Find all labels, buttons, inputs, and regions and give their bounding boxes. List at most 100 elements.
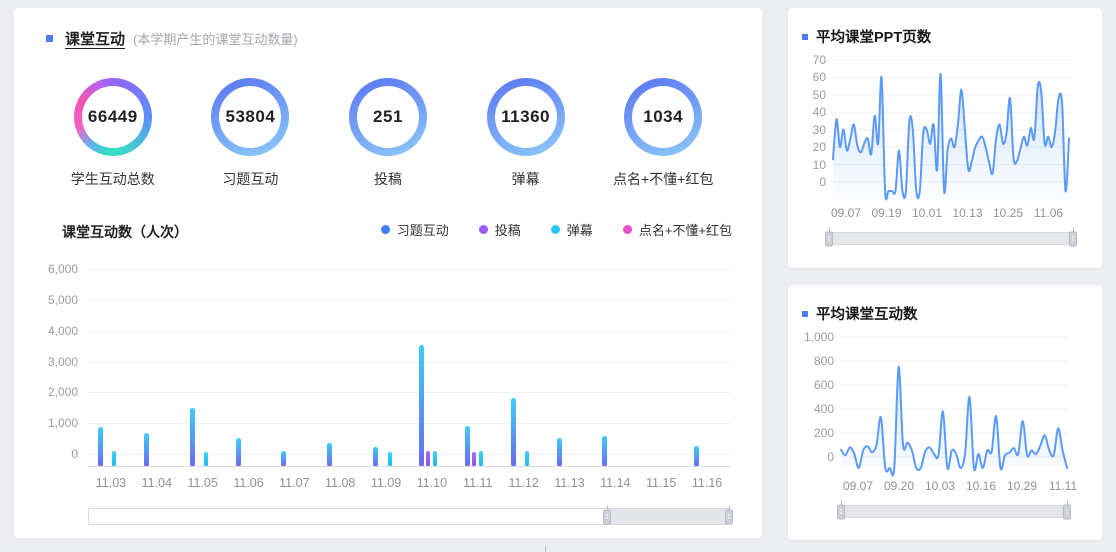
bar-segment (211, 452, 215, 466)
bar-segment (426, 451, 431, 466)
bar-segment (532, 452, 536, 466)
zoom-selected-range[interactable] (829, 233, 1073, 244)
panel-title[interactable]: 课堂互动 (65, 31, 126, 48)
bar-segment (97, 426, 103, 466)
bar-segment (602, 435, 608, 466)
x-axis-label: 11.14 (600, 476, 631, 490)
legend-marker-icon (622, 225, 632, 234)
bar-segment (119, 452, 123, 466)
bar-segment (556, 438, 562, 466)
x-axis-label: 09.20 (883, 479, 915, 493)
y-axis-label: 30 (812, 122, 826, 137)
bar-chart-plot: 0 1,000 2,000 3,000 4,000 5,000 6,000 11.03 11.0… (48, 262, 730, 490)
gridline (88, 423, 730, 425)
ppt-chart-zoom-slider[interactable] (825, 227, 1077, 246)
x-axis-label: 09.19 (871, 206, 902, 220)
y-axis-label: 600 (813, 378, 834, 392)
stat-ring-danmu: 11360 弹幕 (458, 78, 594, 189)
zoom-selected-range[interactable] (841, 506, 1067, 517)
panel-header: 平均课堂互动数 (802, 303, 918, 324)
bar-segment (165, 452, 169, 466)
legend-item[interactable]: 点名+不懂+红包 (622, 220, 732, 239)
bullet-icon (802, 33, 808, 40)
legend-item[interactable]: 弹幕 (550, 220, 593, 239)
x-axis-label: 10.29 (1006, 479, 1038, 493)
stat-label: 弹幕 (511, 171, 540, 187)
bar-segment (694, 445, 700, 466)
zoom-handle-left[interactable] (603, 505, 612, 524)
interactions-chart-zoom-slider[interactable] (837, 500, 1071, 519)
y-axis-label: 6,000 (47, 262, 78, 276)
bar-segment (486, 452, 490, 466)
x-axis-label: 09.07 (830, 206, 862, 220)
x-axis-label: 11.08 (325, 476, 356, 490)
y-axis-label: 1,000 (47, 416, 78, 431)
panel-header: 平均课堂PPT页数 (802, 26, 931, 47)
x-axis-label: 10.03 (924, 479, 956, 493)
gridline (88, 269, 730, 270)
zoom-selected-range[interactable] (607, 509, 729, 524)
y-axis-label: 60 (812, 70, 826, 85)
legend-label: 弹幕 (566, 223, 593, 238)
gridline (88, 392, 730, 394)
zoom-handle-left[interactable] (825, 227, 833, 246)
legend-label: 点名+不懂+红包 (638, 223, 732, 238)
y-axis-label: 4,000 (47, 323, 78, 338)
x-axis-label: 11.11 (1048, 479, 1078, 493)
bar-segment (281, 450, 287, 466)
bar-segment (395, 452, 399, 466)
x-axis-label: 11.11 (463, 476, 493, 490)
stat-ring-submission: 251 投稿 (320, 78, 456, 189)
stat-label: 投稿 (373, 171, 402, 187)
bar-segment (578, 452, 582, 466)
y-axis-label: 3,000 (47, 354, 78, 369)
ring-gauge: 53804 (211, 78, 290, 156)
x-axis-label: 11.07 (279, 476, 310, 490)
x-axis-label: 09.07 (842, 479, 874, 493)
y-axis-label: 40 (812, 105, 826, 120)
classroom-interaction-panel: 课堂互动 (本学期产生的课堂互动数量) 66449 学生互动总数 53804 习… (14, 8, 762, 538)
bar-segment (440, 452, 444, 466)
avg-ppt-pages-panel: 平均课堂PPT页数 0 10 20 30 40 50 60 70 09.07 09.19 10.01… (788, 8, 1102, 268)
x-axis-label: 11.13 (554, 476, 585, 490)
bar-chart-legend: 习题互动 投稿 弹幕 点名+不懂+红包 (380, 220, 732, 239)
stat-value: 251 (373, 107, 403, 126)
y-axis-label: 1,000 (803, 330, 834, 344)
legend-item[interactable]: 投稿 (478, 220, 521, 239)
bar-segment (189, 408, 195, 466)
y-axis-label: 20 (812, 140, 826, 155)
stat-ring-total: 66449 学生互动总数 (45, 78, 181, 189)
zoom-handle-right[interactable] (1063, 500, 1071, 519)
bar-segment (479, 451, 484, 466)
avg-interactions-panel: 平均课堂互动数 0 200 400 600 800 1,000 09.07 09.20 10.0… (788, 285, 1102, 540)
legend-item[interactable]: 习题互动 (380, 220, 449, 239)
ring-gauge: 66449 (73, 78, 152, 156)
gridline (88, 330, 730, 332)
bar-chart-zoom-slider[interactable] (88, 505, 733, 525)
bar-segment (143, 432, 149, 466)
x-axis-label: 10.16 (965, 479, 997, 493)
zoom-handle-right[interactable] (1069, 227, 1077, 246)
line-chart-canvas (840, 336, 1068, 477)
y-axis-label: 800 (813, 354, 834, 368)
stat-value: 53804 (225, 107, 276, 126)
x-axis-label: 11.16 (691, 476, 723, 490)
bullet-icon (802, 310, 808, 317)
y-axis-label: 200 (813, 426, 834, 440)
zoom-handle-left[interactable] (837, 500, 845, 519)
x-axis-label: 10.25 (992, 206, 1024, 220)
y-axis-label: 0 (827, 450, 834, 464)
y-axis-label: 400 (813, 402, 834, 416)
bar-segment (525, 451, 530, 466)
x-axis-label: 11.06 (1033, 206, 1064, 220)
stat-ring-exercise: 53804 习题互动 (182, 78, 318, 189)
panel-title: 平均课堂PPT页数 (816, 30, 932, 46)
bar-segment (472, 452, 477, 466)
stat-ring-rollcall: 1034 点名+不懂+红包 (595, 78, 731, 189)
zoom-handle-right[interactable] (725, 505, 733, 524)
stat-value: 66449 (87, 107, 138, 126)
x-axis-label: 11.05 (187, 476, 218, 490)
stat-label: 点名+不懂+红包 (612, 171, 714, 187)
legend-label: 投稿 (494, 223, 521, 238)
x-axis-label: 11.04 (141, 476, 172, 490)
